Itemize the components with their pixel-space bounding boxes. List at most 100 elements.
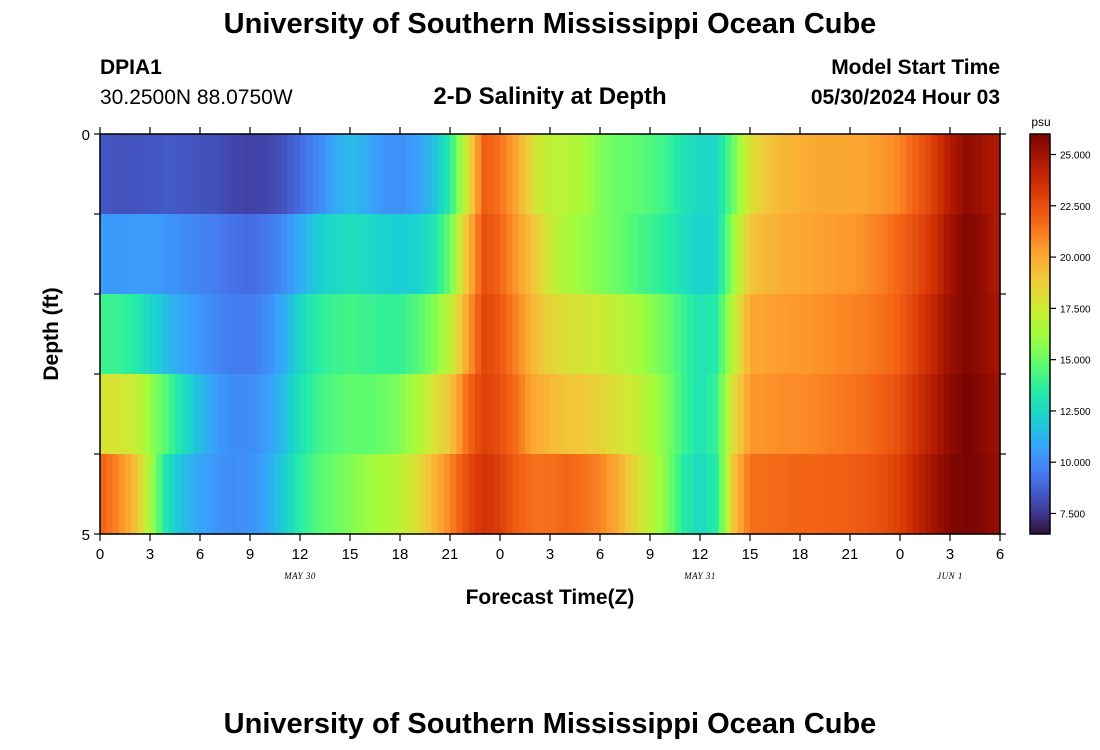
heatmap-cell (443, 134, 451, 215)
heatmap-cell (881, 374, 889, 455)
heatmap-cell (556, 214, 564, 295)
heatmap-cell (937, 454, 945, 535)
heatmap-cell (531, 294, 539, 375)
heatmap-cell (456, 134, 464, 215)
heatmap-cell (343, 134, 351, 215)
heatmap-cell (206, 374, 214, 455)
chart-subtitle: 2-D Salinity at Depth (433, 83, 667, 110)
heatmap-cell (837, 134, 845, 215)
heatmap-cell (893, 214, 901, 295)
heatmap-cell (475, 374, 482, 455)
heatmap-cell (443, 454, 451, 535)
heatmap-cell (125, 214, 132, 295)
heatmap-cell (131, 214, 139, 295)
y-tick-label: 5 (82, 527, 90, 544)
heatmap-cell (462, 374, 470, 455)
heatmap-cell (618, 214, 626, 295)
heatmap-cell (537, 454, 545, 535)
heatmap-cell (487, 214, 495, 295)
heatmap-cell (381, 294, 389, 375)
heatmap-cell (368, 294, 376, 375)
heatmap-cell (375, 374, 382, 455)
heatmap-cell (906, 214, 914, 295)
heatmap-cell (375, 294, 382, 375)
heatmap-cell (393, 374, 401, 455)
heatmap-cell (587, 374, 595, 455)
heatmap-cell (325, 134, 332, 215)
heatmap-cell (525, 294, 532, 375)
heatmap-cell (831, 134, 839, 215)
heatmap-cell (662, 374, 670, 455)
heatmap-cell (756, 134, 764, 215)
heatmap-cell (187, 294, 195, 375)
heatmap-cell (587, 214, 595, 295)
heatmap-cell (143, 374, 151, 455)
heatmap-cell (543, 374, 551, 455)
heatmap-cell (443, 374, 451, 455)
heatmap-cell (612, 214, 620, 295)
heatmap-cell (587, 294, 595, 375)
heatmap-cell (681, 374, 689, 455)
heatmap-cell (950, 134, 957, 215)
heatmap-cell (881, 454, 889, 535)
heatmap-cell (931, 134, 939, 215)
heatmap-cell (512, 454, 520, 535)
heatmap-cell (556, 134, 564, 215)
heatmap-cell (987, 214, 995, 295)
heatmap-cell (150, 214, 157, 295)
heatmap-cell (625, 294, 632, 375)
heatmap-cell (793, 134, 801, 215)
heatmap-cell (293, 374, 301, 455)
heatmap-cell (981, 214, 989, 295)
heatmap-cell (900, 454, 907, 535)
heatmap-cell (387, 214, 395, 295)
heatmap-cell (687, 134, 695, 215)
heatmap-cell (150, 294, 157, 375)
heatmap-cell (181, 454, 189, 535)
heatmap-cell (143, 294, 151, 375)
heatmap-cell (518, 294, 526, 375)
heatmap-cell (175, 454, 182, 535)
heatmap-cell (868, 134, 876, 215)
heatmap-cell (656, 374, 664, 455)
heatmap-cell (175, 214, 182, 295)
heatmap-cell (550, 374, 557, 455)
heatmap-cell (531, 134, 539, 215)
x-tick-label: 12 (292, 546, 309, 563)
heatmap-cell (712, 454, 720, 535)
heatmap-cell (493, 454, 501, 535)
heatmap-cell (700, 134, 707, 215)
heatmap-cell (581, 134, 589, 215)
heatmap-cell (362, 214, 370, 295)
heatmap-cell (668, 374, 676, 455)
heatmap-cell (337, 134, 345, 215)
heatmap-cell (275, 294, 282, 375)
colorbar-tick-label: 25.000 (1060, 151, 1091, 162)
heatmap-cell (843, 454, 851, 535)
heatmap-cell (637, 454, 645, 535)
heatmap-cell (725, 374, 732, 455)
heatmap-cell (212, 134, 220, 215)
heatmap-cell (337, 454, 345, 535)
heatmap-cell (225, 374, 232, 455)
station-id: DPIA1 (100, 56, 162, 79)
heatmap-cell (856, 214, 864, 295)
heatmap-cell (687, 294, 695, 375)
heatmap-cell (306, 134, 314, 215)
heatmap-cell (975, 294, 982, 375)
heatmap-cell (556, 294, 564, 375)
model-start-value: 05/30/2024 Hour 03 (810, 86, 1000, 109)
heatmap-cell (706, 454, 714, 535)
heatmap-cell (568, 134, 576, 215)
heatmap-cell (550, 294, 557, 375)
x-tick-label: 3 (946, 546, 954, 563)
heatmap-cell (431, 214, 439, 295)
heatmap-cell (143, 454, 151, 535)
heatmap-cell (462, 134, 470, 215)
heatmap-cell (250, 134, 257, 215)
heatmap-cell (100, 454, 107, 535)
heatmap-cell (243, 454, 251, 535)
heatmap-cell (712, 214, 720, 295)
heatmap-cell (668, 294, 676, 375)
heatmap-cell (700, 294, 707, 375)
